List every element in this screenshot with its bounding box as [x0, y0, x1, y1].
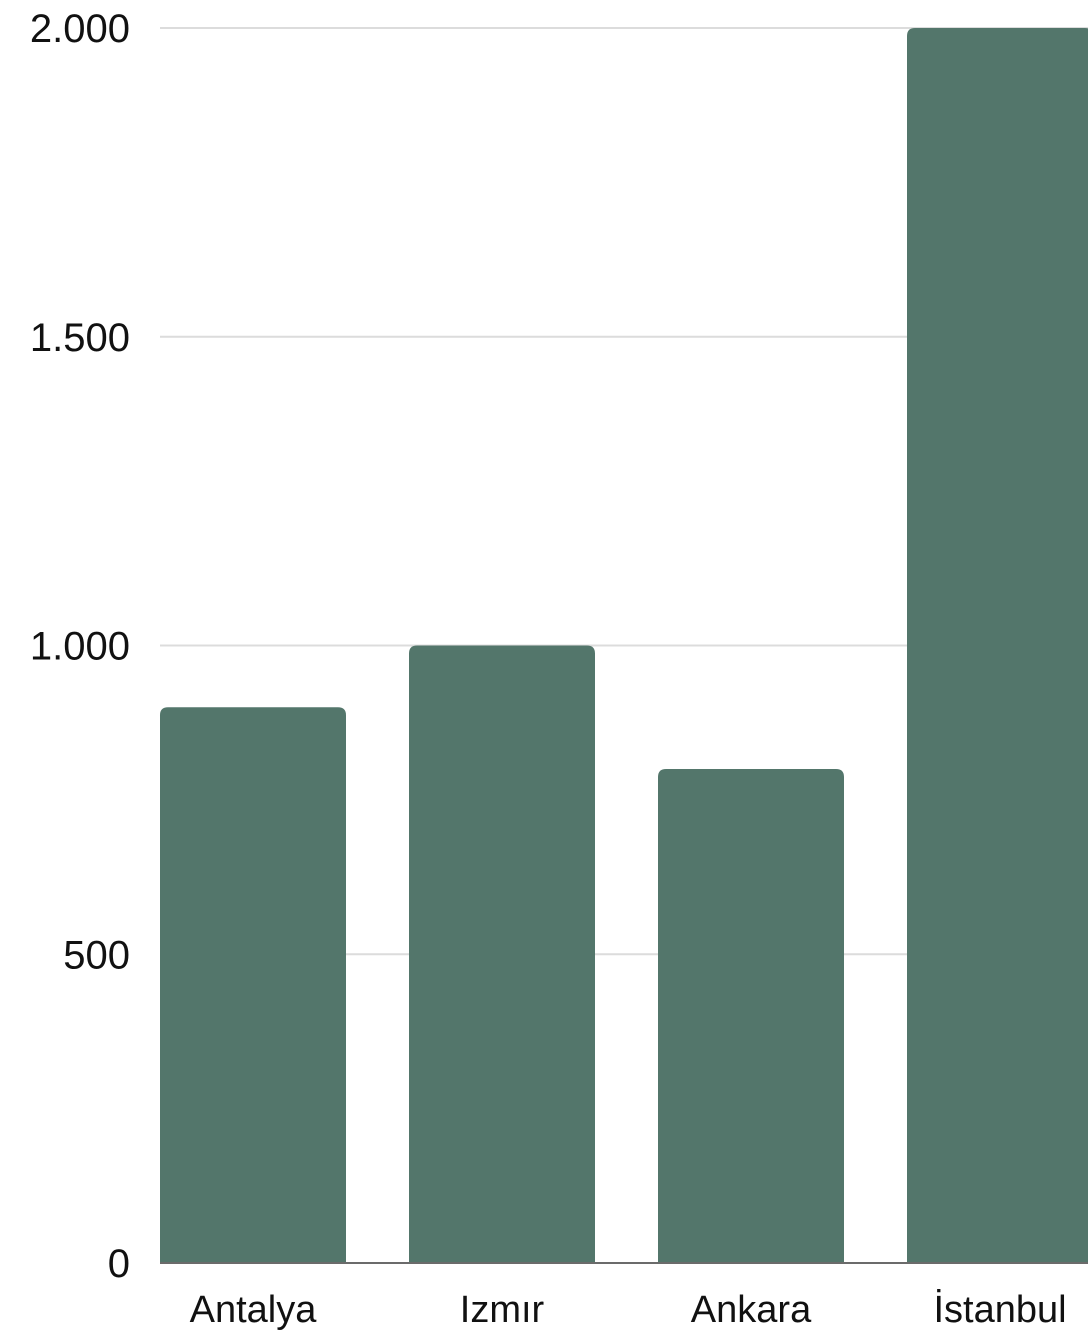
x-category-label: Antalya — [190, 1289, 318, 1331]
y-tick-label: 1.500 — [30, 316, 130, 360]
bar-i̇stanbul — [907, 28, 1088, 1263]
y-tick-labels: 0 500 1.000 1.500 2.000 — [30, 7, 130, 1286]
bar-izmır — [409, 645, 595, 1263]
y-tick-label: 500 — [63, 933, 130, 977]
x-category-labels: Antalya Izmır Ankara İstanbul — [190, 1288, 1067, 1331]
bar-antalya — [160, 707, 346, 1263]
x-category-label: Izmır — [460, 1289, 545, 1331]
y-tick-label: 2.000 — [30, 7, 130, 51]
x-category-label: Ankara — [691, 1289, 812, 1331]
x-category-label: İstanbul — [933, 1288, 1066, 1331]
y-tick-label: 1.000 — [30, 625, 130, 669]
bar-ankara — [658, 769, 844, 1263]
y-tick-label: 0 — [108, 1242, 130, 1286]
bars — [160, 28, 1088, 1263]
